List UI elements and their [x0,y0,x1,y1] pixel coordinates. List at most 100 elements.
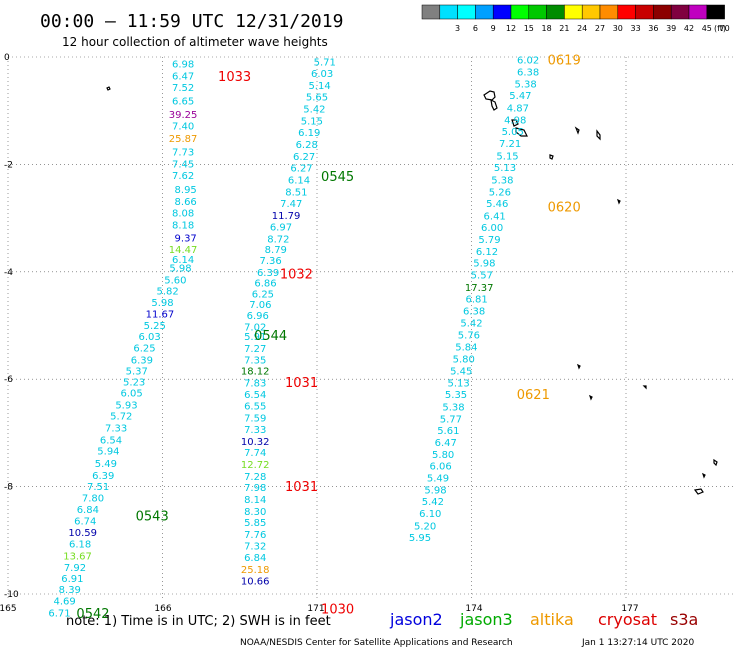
y-tick-label: -6 [4,375,13,385]
wave-height-point: 6.65 [172,96,194,107]
pass-time-label: 0620 [548,200,581,215]
pass-time-label: 0545 [321,170,354,185]
wave-height-point: 13.67 [63,551,92,562]
pass-time-label: 0619 [548,54,581,69]
legend-tick-label: 27 [595,24,605,33]
wave-height-point: 5.38 [442,403,464,414]
footer-credit: NOAA/NESDIS Center for Satellite Applica… [240,638,513,648]
wave-height-point: 6.55 [244,402,266,413]
legend-tick-label: 18 [542,24,552,33]
x-tick-label: 174 [465,604,482,614]
wave-height-point: 4.69 [54,596,76,607]
wave-height-point: 6.39 [92,471,114,482]
wave-height-point: 7.47 [280,199,302,210]
wave-height-point: 8.18 [172,221,194,232]
wave-height-point: 17.37 [465,283,494,294]
wave-height-point: 7.21 [499,139,521,150]
wave-height-point: 6.47 [172,71,194,82]
wave-height-point: 7.33 [105,424,127,435]
wave-height-point: 5.77 [440,414,462,425]
legend-tick-label: 36 [648,24,658,33]
wave-height-point: 6.96 [247,311,269,322]
wave-height-point: 8.66 [175,197,197,208]
wave-height-point: 7.80 [82,493,104,504]
wave-height-point: 6.03 [311,69,333,80]
island-outline [574,126,580,135]
wave-height-point: 6.02 [517,56,539,67]
pass-time-label: 1030 [321,602,354,617]
y-tick-label: 0 [4,53,10,63]
island-outline [483,90,496,101]
wave-height-point: 6.39 [131,355,153,366]
wave-height-point: 10.66 [241,577,270,588]
wave-height-point: 5.98 [151,298,173,309]
satellite-label: altika [530,610,574,629]
wave-height-point: 6.41 [484,211,506,222]
wave-height-point: 8.95 [175,185,197,196]
wave-height-point: 6.03 [138,332,160,343]
pass-time-label: 0543 [136,510,169,525]
wave-height-point: 6.54 [244,390,266,401]
wave-height-point: 8.72 [267,235,289,246]
wave-height-point: 5.45 [450,367,472,378]
legend-swatch [457,4,476,20]
wave-height-point: 11.79 [272,211,301,222]
wave-height-point: 5.42 [422,497,444,508]
island-outline [642,385,647,390]
wave-height-point: 6.84 [244,553,266,564]
wave-height-point: 7.62 [172,171,194,182]
wave-height-point: 5.85 [244,518,266,529]
pass-time-label: 1031 [285,480,318,495]
wave-height-point: 5.23 [123,377,145,388]
legend-swatch [706,4,725,20]
legend-swatch [617,4,636,20]
wave-height-point: 7.52 [172,83,194,94]
legend-swatch [599,4,619,20]
wave-height-point: 7.45 [172,159,194,170]
legend-swatch [688,4,708,20]
wave-height-point: 6.19 [298,128,320,139]
legend-tick-label: 30 [613,24,623,33]
island-outlines [106,86,718,495]
legend-swatch [492,4,512,20]
wave-height-point: 6.71 [48,608,70,619]
grid [7,56,735,598]
wave-height-point: 7.40 [172,122,194,133]
wave-height-point: 5.65 [306,93,328,104]
wave-height-point: 18.12 [241,367,270,378]
wave-height-point: 6.12 [476,247,498,258]
y-tick-label: -8 [4,483,13,493]
wave-height-point: 6.05 [120,389,142,400]
wave-height-point: 5.95 [409,533,431,544]
wave-height-point: 5.15 [496,151,518,162]
x-tick-label: 165 [0,604,17,614]
island-outline [511,119,519,127]
satellite-label: jason3 [459,610,513,629]
wave-height-point: 7.92 [64,563,86,574]
island-outline [106,86,111,91]
island-outline [588,394,593,401]
legend-tick-label: 70 [720,24,730,33]
wave-height-point: 6.84 [77,505,99,516]
legend-unit: (ft) [714,24,726,33]
wave-height-point: 5.35 [445,390,467,401]
legend-tick-label: 3 [455,24,460,33]
wave-height-point: 5.26 [489,187,511,198]
legend-tick-label: 33 [631,24,641,33]
wave-height-point: 5.13 [494,163,516,174]
legend-tick-label: 6 [473,24,478,33]
wave-height-point: 7.27 [244,344,266,355]
wave-height-point: 6.00 [481,223,503,234]
wave-height-point: 25.18 [241,565,270,576]
legend-tick-label: 24 [577,24,587,33]
wave-height-point: 5.49 [427,473,449,484]
wave-height-point: 9.37 [175,233,197,244]
wave-height-point: 6.25 [133,344,155,355]
wave-height-point: 7.73 [172,148,194,159]
wave-height-point: 7.51 [87,482,109,493]
wave-height-point: 5.42 [460,318,482,329]
wave-height-point: 5.79 [478,235,500,246]
wave-height-point: 5.93 [115,400,137,411]
wave-height-point: 7.98 [244,483,266,494]
